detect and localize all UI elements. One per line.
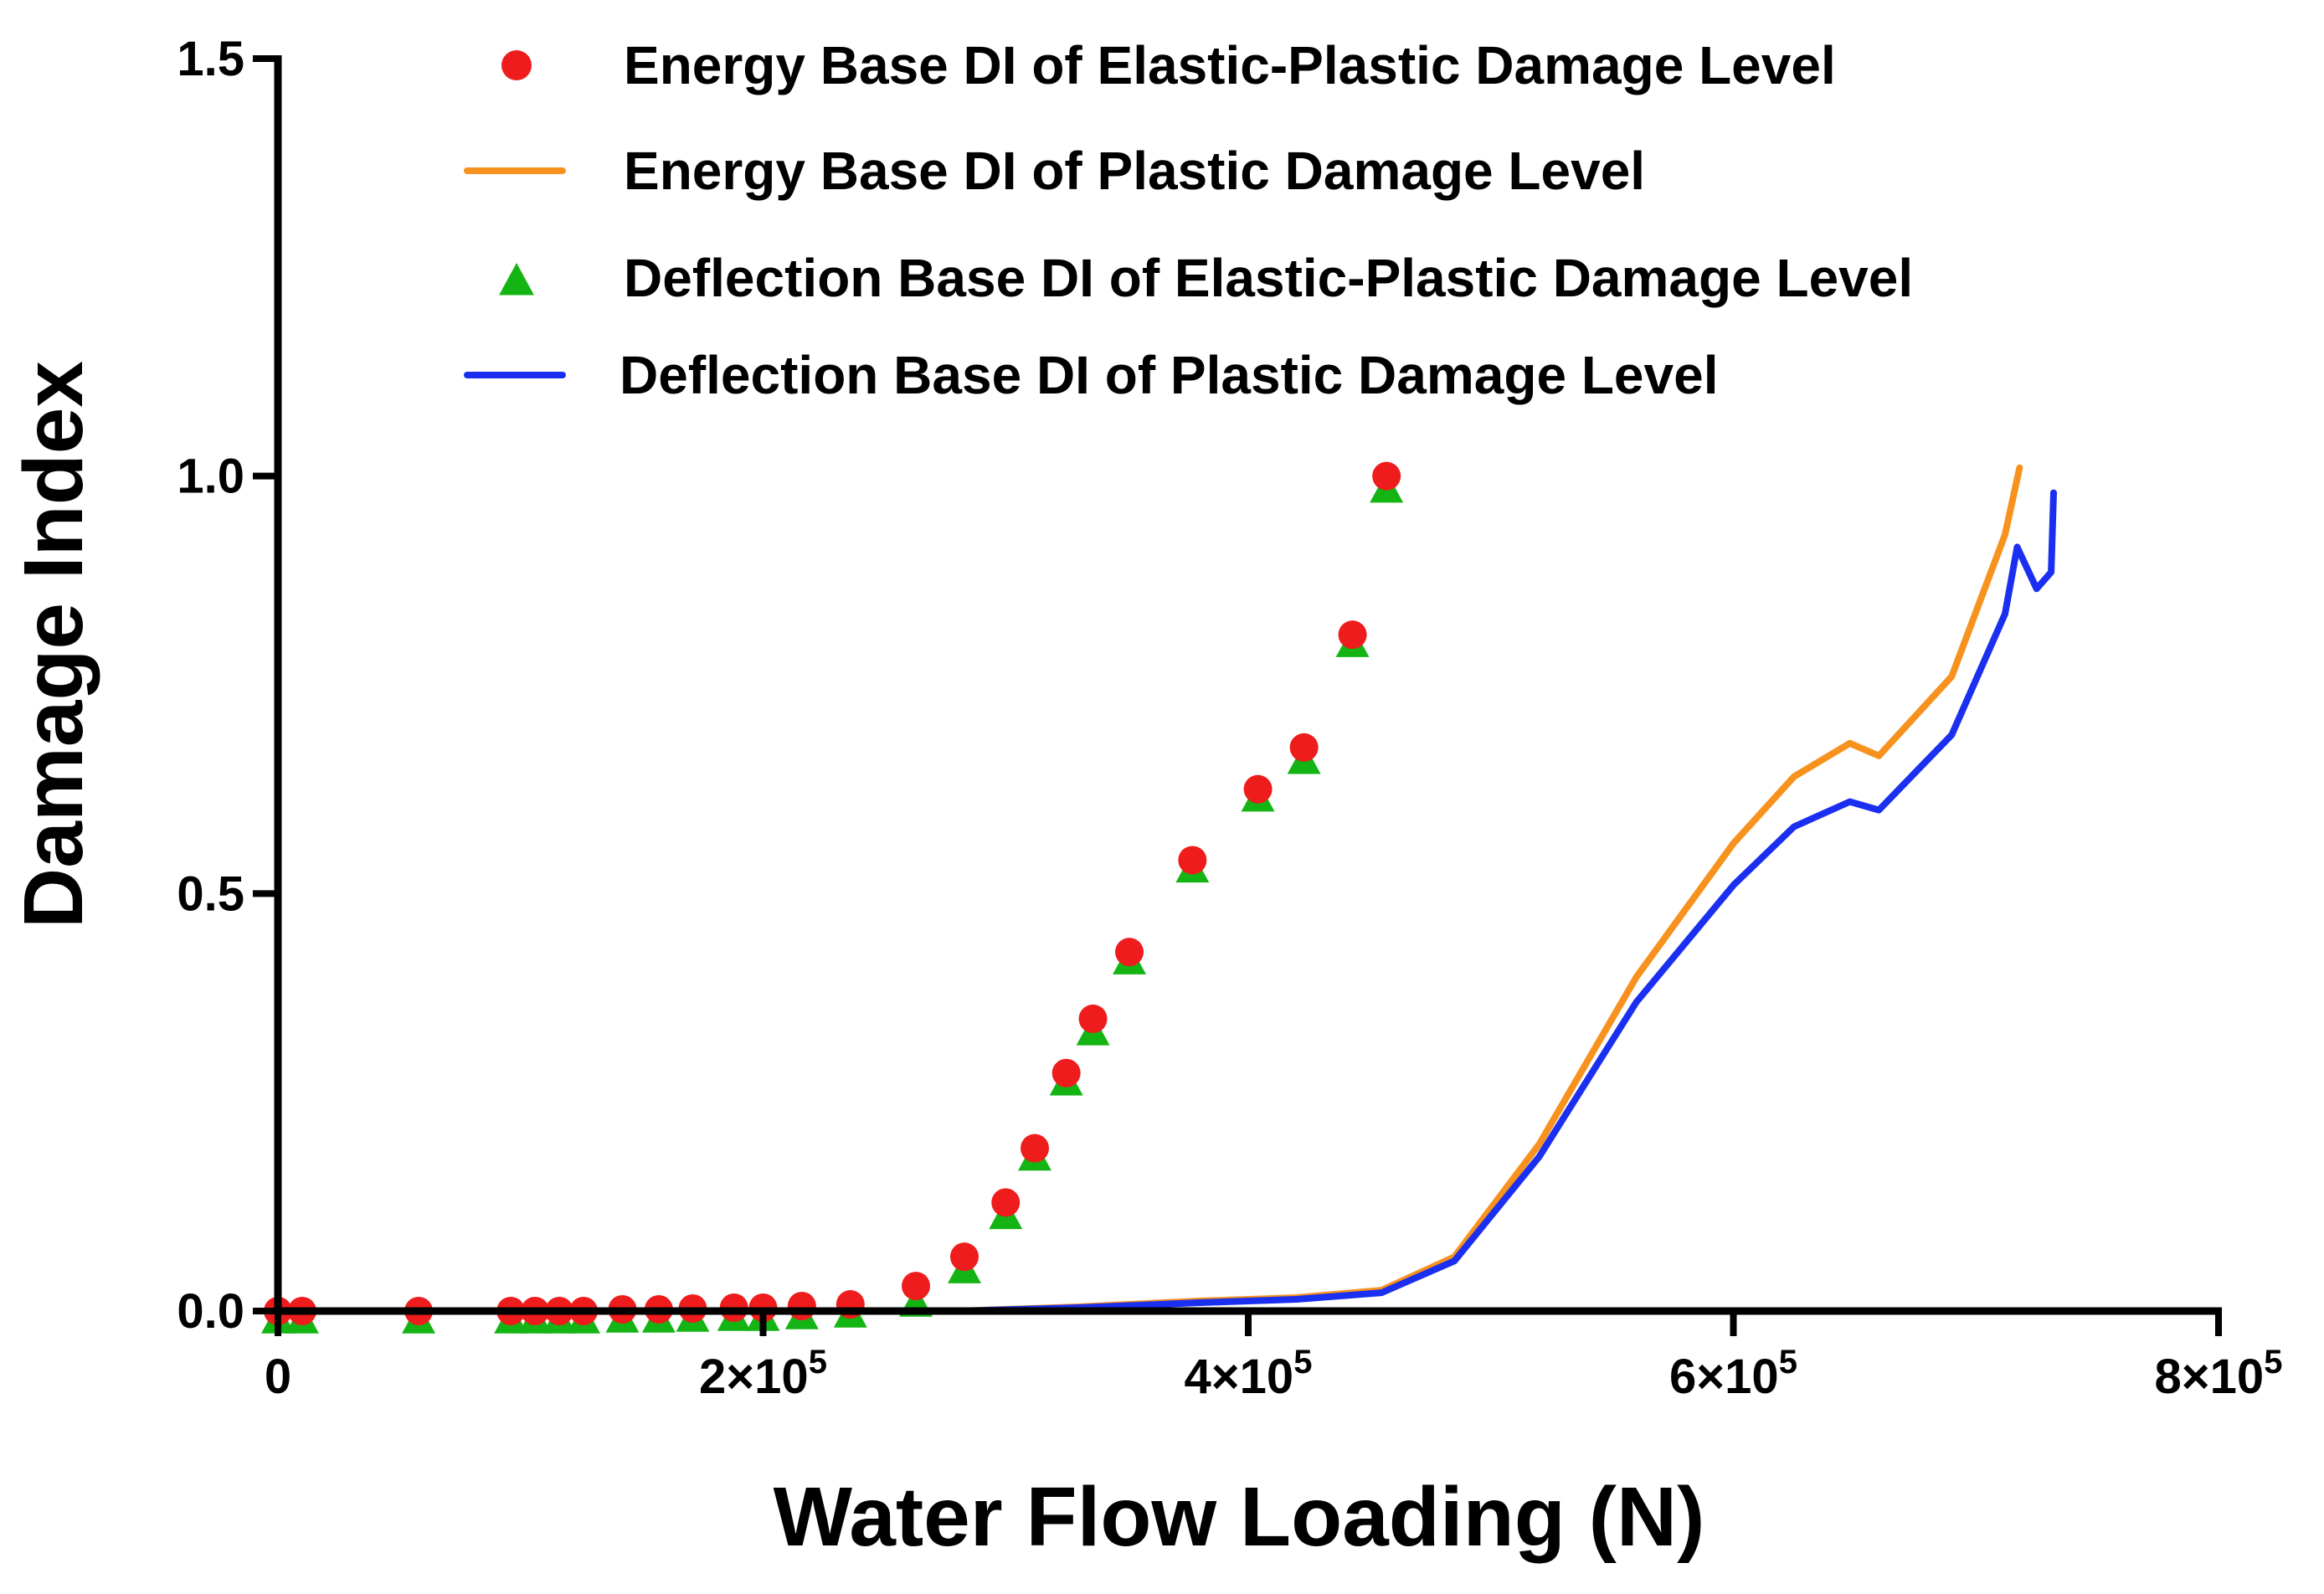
series-line-4 (275, 489, 2057, 1314)
series-2 (275, 464, 2023, 1314)
x-tick-label: 8×105 (2155, 1344, 2283, 1404)
legend-marker (501, 50, 532, 80)
legend-label: Deflection Base DI of Plastic Damage Lev… (620, 345, 1718, 405)
y-tick-label: 0.5 (177, 866, 244, 921)
data-point (1021, 1134, 1050, 1163)
y-tick-label: 1.0 (177, 450, 244, 504)
x-tick-label: 2×105 (699, 1344, 827, 1404)
x-tick-label: 6×105 (1669, 1344, 1797, 1404)
x-axis-title: Water Flow Loading (N) (774, 1470, 1705, 1564)
legend-item-1: Energy Base DI of Elastic-Plastic Damage… (501, 35, 1836, 95)
plot-area (261, 461, 2057, 1334)
legend-item-3: Deflection Base DI of Elastic-Plastic Da… (499, 248, 1913, 308)
series-line-2 (275, 464, 2023, 1314)
y-axis-title: Damage Index (7, 361, 100, 928)
axes: 0.0 0.5 1.0 1.5 0 2×105 4×105 6×105 8×105 (177, 32, 2282, 1404)
legend: Energy Base DI of Elastic-Plastic Damage… (464, 35, 1913, 405)
data-point (1078, 1004, 1108, 1033)
data-point (1115, 938, 1144, 967)
legend-marker (499, 263, 534, 296)
legend-item-4: Deflection Base DI of Plastic Damage Lev… (464, 345, 1718, 405)
data-point (1372, 461, 1401, 491)
y-tick-label: 1.5 (177, 32, 244, 86)
data-point (1051, 1058, 1081, 1088)
legend-label: Energy Base DI of Elastic-Plastic Damage… (624, 35, 1836, 95)
data-point (991, 1188, 1021, 1217)
y-tick-label: 0.0 (177, 1284, 244, 1339)
series-3 (261, 471, 1404, 1334)
data-point (1178, 846, 1207, 875)
data-point (949, 1242, 979, 1272)
legend-label: Energy Base DI of Plastic Damage Level (624, 141, 1645, 201)
series-4 (275, 489, 2057, 1314)
x-tick-label: 0 (265, 1350, 291, 1404)
legend-item-2: Energy Base DI of Plastic Damage Level (464, 141, 1645, 201)
data-point (1243, 774, 1273, 804)
data-point (902, 1272, 931, 1301)
data-point (787, 1292, 816, 1321)
data-point (1338, 620, 1367, 650)
series-1 (264, 461, 1401, 1325)
legend-label: Deflection Base DI of Elastic-Plastic Da… (624, 248, 1913, 308)
x-tick-label: 4×105 (1185, 1344, 1313, 1404)
data-point (1289, 733, 1319, 762)
